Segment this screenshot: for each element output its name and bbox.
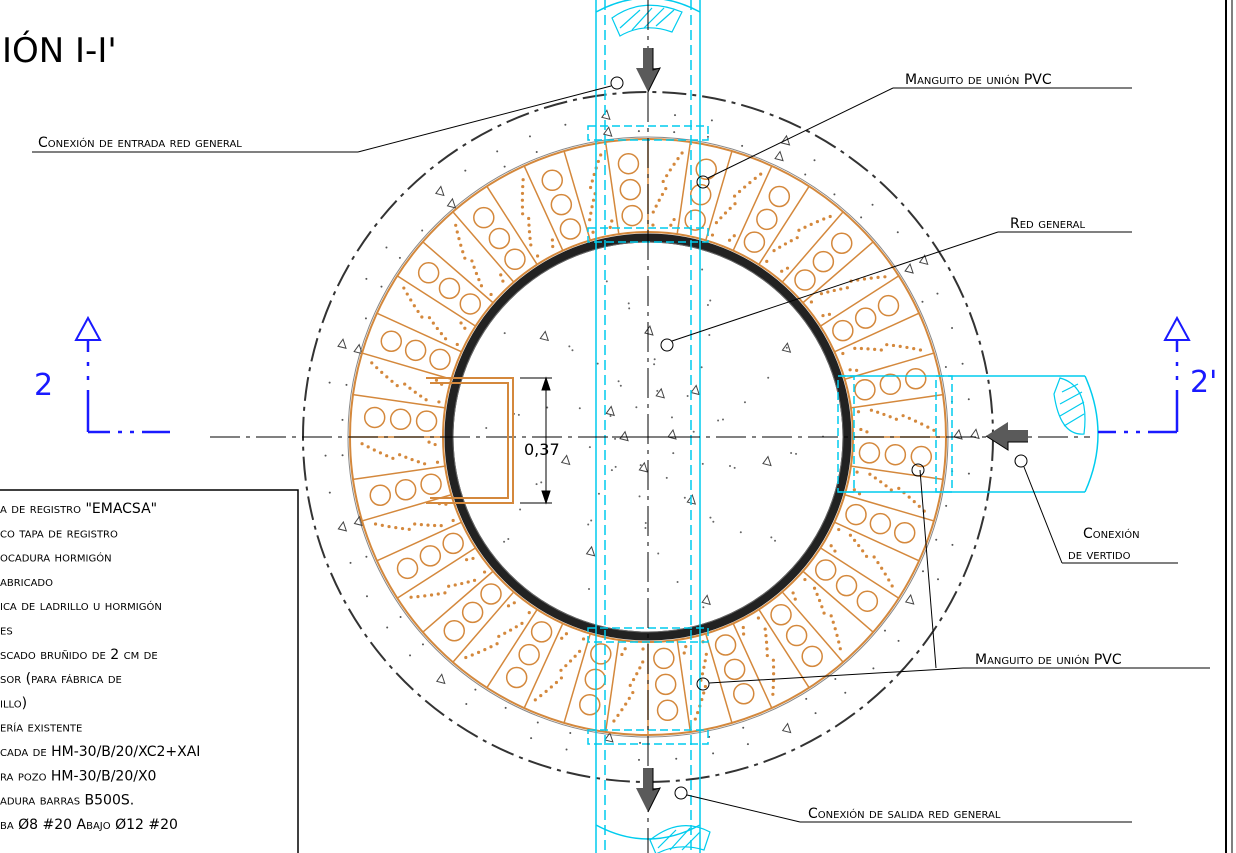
- callout-salida: Conexión de salida red general: [808, 806, 1001, 822]
- flow-arrow-top: [636, 48, 661, 93]
- main-pipe-vertical: [587, 0, 709, 853]
- legend-line: adura barras B500S.: [0, 793, 134, 809]
- legend-lines: a de registro "EMACSA" co tapa de registr…: [0, 501, 200, 833]
- concrete-aggregate-dots: [324, 109, 980, 761]
- manhole-step: [426, 377, 514, 504]
- legend-line: co tapa de registro: [0, 525, 118, 541]
- callout-vertido-line1: Conexión: [1083, 526, 1140, 542]
- legend-line: scado bruñido de 2 cm de: [0, 647, 158, 663]
- legend-line: ba Ø8 #20 Abajo Ø12 #20: [0, 817, 178, 833]
- pipe-break-hatch-top: [611, 4, 683, 37]
- section-title: IÓN I-I': [2, 30, 117, 71]
- legend-line: es: [0, 623, 13, 639]
- flow-arrow-bottom: [636, 768, 661, 813]
- discharge-pipe-hatch: [1053, 377, 1086, 435]
- discharge-pipe-horizontal: [837, 375, 1099, 493]
- callout-leaders: [32, 76, 1210, 823]
- callout-entrada: Conexión de entrada red general: [38, 135, 242, 151]
- legend-line: ería existente: [0, 720, 82, 736]
- legend-line: a de registro "EMACSA": [0, 501, 157, 517]
- flow-arrow-right: [985, 422, 1028, 451]
- legend-line: sor (para fábrica de: [0, 671, 122, 687]
- legend-line: ica de ladrillo u hormigón: [0, 598, 162, 614]
- pipe-break-hatch-bottom: [649, 825, 711, 853]
- legend-line: abricado: [0, 574, 53, 590]
- callout-vertido-line2: de vertido: [1068, 547, 1131, 563]
- section-mark-right-label: 2': [1190, 365, 1217, 400]
- section-mark-right: [1098, 315, 1191, 434]
- section-mark-left-label: 2: [34, 368, 53, 403]
- legend-line: illo): [0, 695, 27, 711]
- section-mark-left: [74, 315, 170, 434]
- callout-manguito-top: Manguito de unión PVC: [905, 72, 1052, 88]
- dimension-step: [520, 376, 552, 505]
- legend-box: [0, 489, 299, 853]
- legend-line: ocadura hormigón: [0, 550, 112, 566]
- legend-line: cada de HM-30/B/20/XC2+XAI: [0, 744, 200, 760]
- callout-manguito-bottom: Manguito de unión PVC: [975, 652, 1122, 668]
- callout-red-general: Red general: [1010, 216, 1085, 232]
- center-lines: [210, 0, 1090, 853]
- dimension-label: 0,37: [524, 440, 560, 459]
- legend-line: ra pozo HM-30/B/20/X0: [0, 768, 156, 784]
